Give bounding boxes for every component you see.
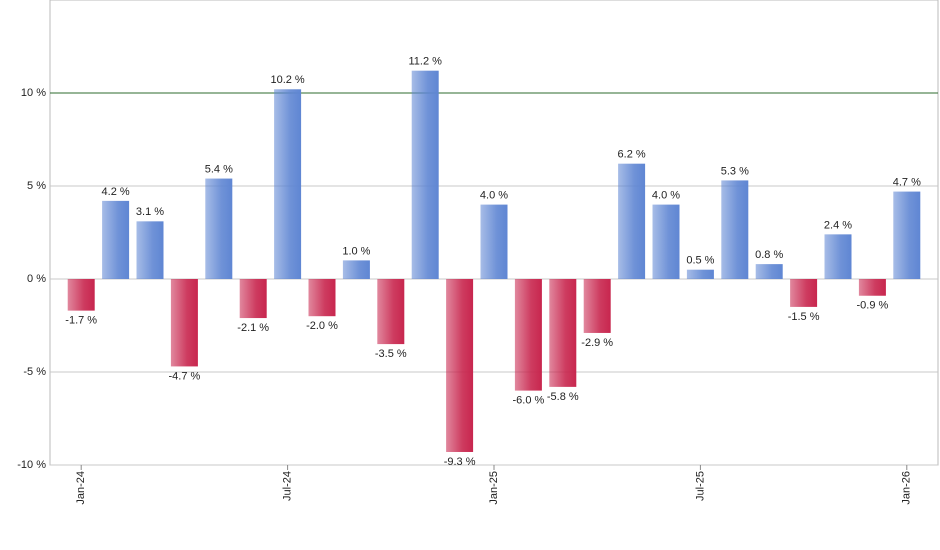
value-label: -9.3 % [444, 456, 476, 468]
bar [446, 279, 474, 452]
bar [514, 279, 542, 391]
bar [102, 200, 130, 279]
bar [824, 234, 852, 279]
bar [893, 191, 921, 279]
value-label: 5.3 % [721, 165, 749, 177]
value-label: -5.8 % [547, 391, 579, 403]
bar [308, 279, 336, 317]
value-label: 5.4 % [205, 163, 233, 175]
value-label: -1.7 % [65, 315, 97, 327]
value-label: -2.1 % [237, 322, 269, 334]
value-label: 0.5 % [686, 255, 714, 267]
y-tick-label: 5 % [27, 180, 46, 192]
bar [239, 279, 267, 319]
bar [136, 221, 164, 279]
bar [652, 204, 680, 279]
bar [549, 279, 577, 387]
bar [342, 260, 370, 279]
bar [205, 178, 233, 279]
value-label: -1.5 % [788, 311, 820, 323]
value-label: 0.8 % [755, 249, 783, 261]
value-label: 6.2 % [618, 149, 646, 161]
x-tick-label: Jul-24 [282, 471, 294, 501]
bar [755, 264, 783, 279]
value-label: 10.2 % [270, 74, 304, 86]
bar [170, 279, 198, 367]
bar [67, 279, 95, 311]
y-tick-label: -5 % [23, 366, 46, 378]
value-label: -2.9 % [581, 337, 613, 349]
value-label: 11.2 % [408, 56, 442, 68]
x-tick-label: Jan-24 [75, 471, 87, 505]
value-label: 4.2 % [102, 186, 130, 198]
bar [686, 269, 714, 279]
y-tick-label: 10 % [21, 87, 46, 99]
bar [411, 70, 439, 280]
value-label: 4.0 % [652, 190, 680, 202]
value-label: -0.9 % [857, 300, 889, 312]
x-tick-label: Jan-25 [488, 471, 500, 505]
bar [858, 279, 886, 296]
value-label: -3.5 % [375, 348, 407, 360]
bar [583, 279, 611, 333]
x-tick-label: Jul-25 [694, 471, 706, 501]
bar [721, 180, 749, 279]
y-tick-label: 0 % [27, 273, 46, 285]
bar [274, 89, 302, 279]
value-label: -2.0 % [306, 320, 338, 332]
x-tick-label: Jan-26 [901, 471, 913, 505]
y-tick-label: -10 % [17, 459, 46, 471]
bar [480, 204, 508, 279]
bar [377, 279, 405, 345]
value-label: 3.1 % [136, 206, 164, 218]
value-label: -6.0 % [513, 395, 545, 407]
value-label: 4.7 % [893, 176, 921, 188]
bar [618, 163, 646, 279]
value-label: 2.4 % [824, 219, 852, 231]
value-label: 1.0 % [342, 245, 370, 257]
value-label: -4.7 % [169, 370, 201, 382]
value-label: 4.0 % [480, 190, 508, 202]
bar [790, 279, 818, 307]
